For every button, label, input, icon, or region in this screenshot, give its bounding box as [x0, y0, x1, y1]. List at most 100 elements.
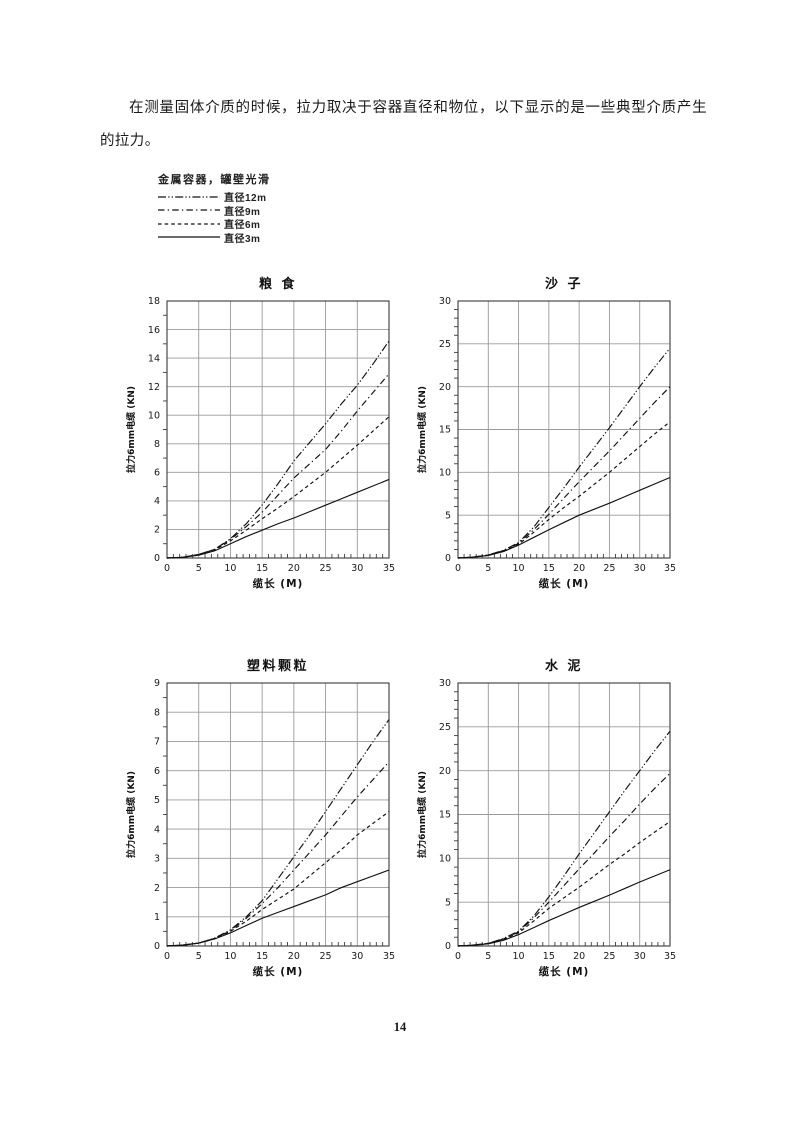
- y-tick-label: 30: [439, 296, 451, 307]
- series-line-直径3m: [457, 869, 671, 947]
- chart-cement-svg: 0 5 10 15 20 25 30 35 0 5 10 15 20 25 30 水 泥缆长 (M) 拉力6mm…: [416, 658, 676, 978]
- y-axis-label: 拉力6mm电缆 (KN): [416, 386, 428, 473]
- y-tick-label: 20: [439, 766, 451, 777]
- y-axis-label: 拉力6mm电缆 (KN): [125, 386, 137, 473]
- x-axis-label: 缆长 (M): [253, 577, 304, 590]
- chart-legend: 金属容器，罐壁光滑 直径12m 直径9m 直径6m 直径3m: [158, 171, 271, 245]
- x-tick-label: 10: [224, 951, 236, 962]
- legend-line-sample: [158, 236, 220, 238]
- y-tick-label: 1: [154, 912, 160, 923]
- plot-box: [166, 300, 390, 559]
- x-tick-label: 25: [320, 563, 332, 574]
- legend-entry: 直径9m: [158, 204, 271, 218]
- page-number: 14: [393, 1020, 407, 1034]
- legend-line-sample: [158, 223, 220, 225]
- series-line-直径9m: [457, 772, 671, 947]
- series-line-直径6m: [457, 821, 671, 947]
- series-line-直径9m: [166, 761, 390, 947]
- series-line-直径9m: [457, 386, 671, 559]
- x-tick-label: 20: [288, 563, 300, 574]
- legend-entry: 直径3m: [158, 231, 271, 245]
- x-tick-label: 5: [196, 951, 202, 962]
- y-tick-label: 15: [439, 810, 451, 821]
- y-tick-label: 6: [154, 468, 160, 479]
- legend-line-sample: [158, 196, 220, 198]
- legend-entry-label: 直径6m: [224, 220, 261, 232]
- y-tick-label: 3: [154, 854, 160, 865]
- y-tick-label: 9: [154, 678, 160, 689]
- y-tick-label: 2: [154, 525, 160, 536]
- y-tick-label: 0: [154, 941, 160, 952]
- x-tick-label: 0: [164, 951, 170, 962]
- y-tick-label: 4: [154, 824, 160, 835]
- chart-title: 塑料颗粒: [247, 658, 309, 674]
- chart-plastic: 0 5 10 15 20 25 30 35 0 1 2 3 4 5 6 7 8 9 塑料颗粒 缆长 (M) 拉力6mm电…: [118, 654, 418, 990]
- y-tick-label: 18: [148, 296, 160, 307]
- x-tick-label: 30: [634, 951, 646, 962]
- series-line-直径12m: [457, 347, 671, 559]
- y-axis-label: 拉力6mm电缆 (KN): [416, 771, 428, 858]
- series-line-直径6m: [166, 811, 390, 947]
- plot-box: [166, 682, 390, 947]
- legend-entries: 直径12m 直径9m 直径6m 直径3m: [158, 190, 271, 245]
- legend-entry: 直径6m: [158, 217, 271, 231]
- y-tick-label: 25: [439, 339, 451, 350]
- intro-paragraph: 在测量固体介质的时候，拉力取决于容器直径和物位，以下显示的是一些典型介质产生的拉…: [100, 100, 707, 149]
- legend-entry: 直径12m: [158, 190, 271, 204]
- series-line-直径9m: [166, 373, 390, 559]
- x-tick-label: 0: [455, 951, 461, 962]
- x-tick-label: 25: [603, 951, 615, 962]
- legend-entry-label: 直径9m: [224, 206, 261, 218]
- x-tick-label: 10: [513, 951, 525, 962]
- chart-grain-svg: 0 5 10 15 20 25 30 35 0 2 4 6 8 10 12 14 16 18 粮 食缆长 (M) 拉力…: [125, 276, 395, 590]
- y-tick-label: 8: [154, 707, 160, 718]
- x-tick-label: 35: [383, 563, 395, 574]
- y-tick-label: 10: [439, 468, 451, 479]
- x-tick-label: 20: [288, 951, 300, 962]
- y-tick-label: 5: [154, 795, 160, 806]
- y-tick-label: 20: [439, 382, 451, 393]
- y-tick-label: 2: [154, 883, 160, 894]
- y-tick-label: 6: [154, 766, 160, 777]
- x-tick-label: 25: [320, 951, 332, 962]
- x-tick-label: 30: [351, 563, 363, 574]
- x-tick-label: 25: [603, 563, 615, 574]
- x-tick-label: 30: [634, 563, 646, 574]
- chart-grain: 0 5 10 15 20 25 30 35 0 2 4 6 8 10 12 14 16 18 粮 食缆长 (M) 拉力…: [118, 272, 418, 602]
- series-line-直径12m: [166, 340, 390, 559]
- y-tick-label: 25: [439, 722, 451, 733]
- x-tick-label: 15: [543, 563, 555, 574]
- series-line-直径3m: [457, 476, 671, 559]
- y-tick-label: 30: [439, 678, 451, 689]
- chart-cement: 0 5 10 15 20 25 30 35 0 5 10 15 20 25 30 水 泥缆长 (M) 拉力6mm…: [409, 654, 699, 990]
- series-line-直径3m: [166, 478, 390, 559]
- legend-title: 金属容器，罐壁光滑: [158, 174, 271, 186]
- x-tick-label: 15: [543, 951, 555, 962]
- y-tick-label: 4: [154, 496, 160, 507]
- x-tick-label: 35: [383, 951, 395, 962]
- x-tick-label: 35: [664, 563, 676, 574]
- x-tick-label: 5: [485, 951, 491, 962]
- plot-box: [457, 300, 671, 559]
- x-tick-label: 15: [256, 951, 268, 962]
- x-tick-label: 5: [485, 563, 491, 574]
- y-tick-label: 12: [148, 382, 160, 393]
- x-tick-label: 10: [513, 563, 525, 574]
- x-axis-label: 缆长 (M): [539, 965, 590, 978]
- chart-title: 水 泥: [545, 658, 583, 674]
- legend-line-sample: [158, 209, 220, 211]
- chart-sand-svg: 0 5 10 15 20 25 30 35 0 5 10 15 20 25 30 沙 子缆长 (M) 拉力6mm…: [416, 277, 676, 590]
- series-line-直径6m: [166, 416, 390, 559]
- x-tick-label: 10: [224, 563, 236, 574]
- x-tick-label: 5: [196, 563, 202, 574]
- y-tick-label: 0: [445, 553, 451, 564]
- x-tick-label: 15: [256, 563, 268, 574]
- y-axis-label: 拉力6mm电缆 (KN): [125, 771, 137, 858]
- legend-entry-label: 直径3m: [224, 233, 261, 245]
- chart-title: 粮 食: [259, 276, 297, 292]
- y-tick-label: 15: [439, 425, 451, 436]
- x-tick-label: 0: [455, 563, 461, 574]
- chart-sand: 0 5 10 15 20 25 30 35 0 5 10 15 20 25 30 沙 子缆长 (M) 拉力6mm…: [409, 272, 699, 602]
